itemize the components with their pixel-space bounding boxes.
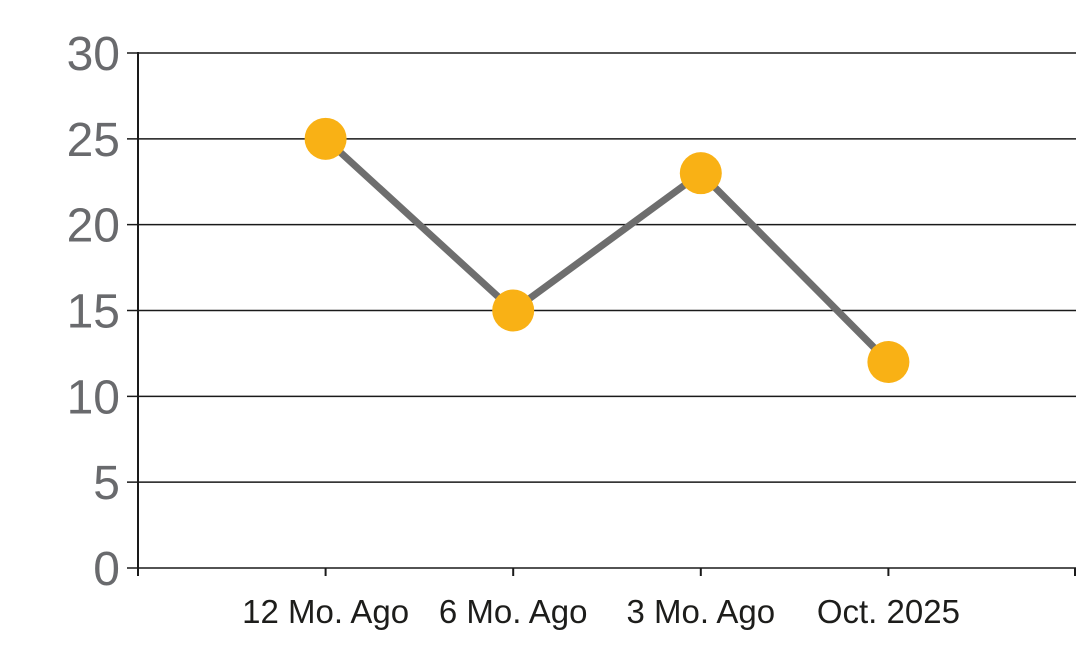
y-tick-label-20: 20 [67, 200, 120, 253]
y-tick-label-15: 15 [67, 286, 120, 339]
data-point-Oct. 2025 [867, 341, 910, 383]
x-tick-label-2: 6 Mo. Ago [439, 593, 588, 630]
x-tick-label-3: 3 Mo. Ago [626, 593, 775, 630]
data-point-6 Mo. Ago [492, 289, 535, 332]
y-tick-label-0: 0 [93, 543, 120, 596]
data-point-12 Mo. Ago [304, 117, 347, 160]
y-tick-label-25: 25 [67, 114, 120, 167]
y-tick-label-5: 5 [93, 457, 120, 510]
x-tick-label-1: 12 Mo. Ago [242, 593, 409, 630]
y-tick-label-30: 30 [67, 28, 120, 81]
data-point-3 Mo. Ago [679, 152, 722, 195]
series-line [323, 136, 891, 365]
y-tick-label-10: 10 [67, 371, 120, 424]
x-tick-label-4: Oct. 2025 [817, 593, 960, 630]
